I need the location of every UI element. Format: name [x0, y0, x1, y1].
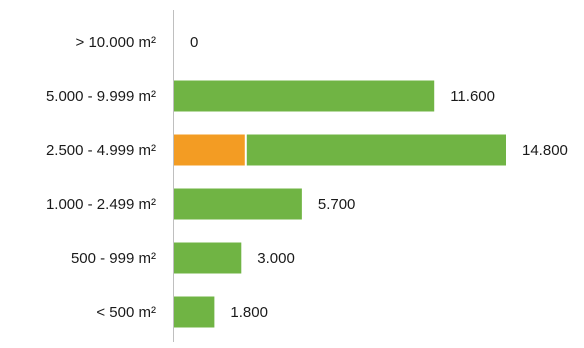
bar-segment-2	[174, 242, 242, 274]
bar-segment-2	[174, 188, 302, 220]
bar-segment-2	[245, 134, 506, 166]
category-label: 500 - 999 m²	[71, 250, 156, 267]
category-label: 2.500 - 4.999 m²	[46, 142, 156, 159]
data-label: 1.800	[230, 304, 268, 321]
category-label: 5.000 - 9.999 m²	[46, 88, 156, 105]
data-label: 3.000	[257, 250, 295, 267]
data-label: 0	[190, 34, 198, 51]
data-label: 5.700	[318, 196, 356, 213]
data-label: 14.800	[522, 142, 568, 159]
category-label: > 10.000 m²	[76, 34, 156, 51]
bar-segment-1	[174, 134, 246, 166]
category-label: < 500 m²	[96, 304, 156, 321]
category-label: 1.000 - 2.499 m²	[46, 196, 156, 213]
data-label: 11.600	[450, 88, 495, 105]
bar-segment-2	[174, 296, 215, 328]
bar-segment-2	[174, 80, 435, 112]
